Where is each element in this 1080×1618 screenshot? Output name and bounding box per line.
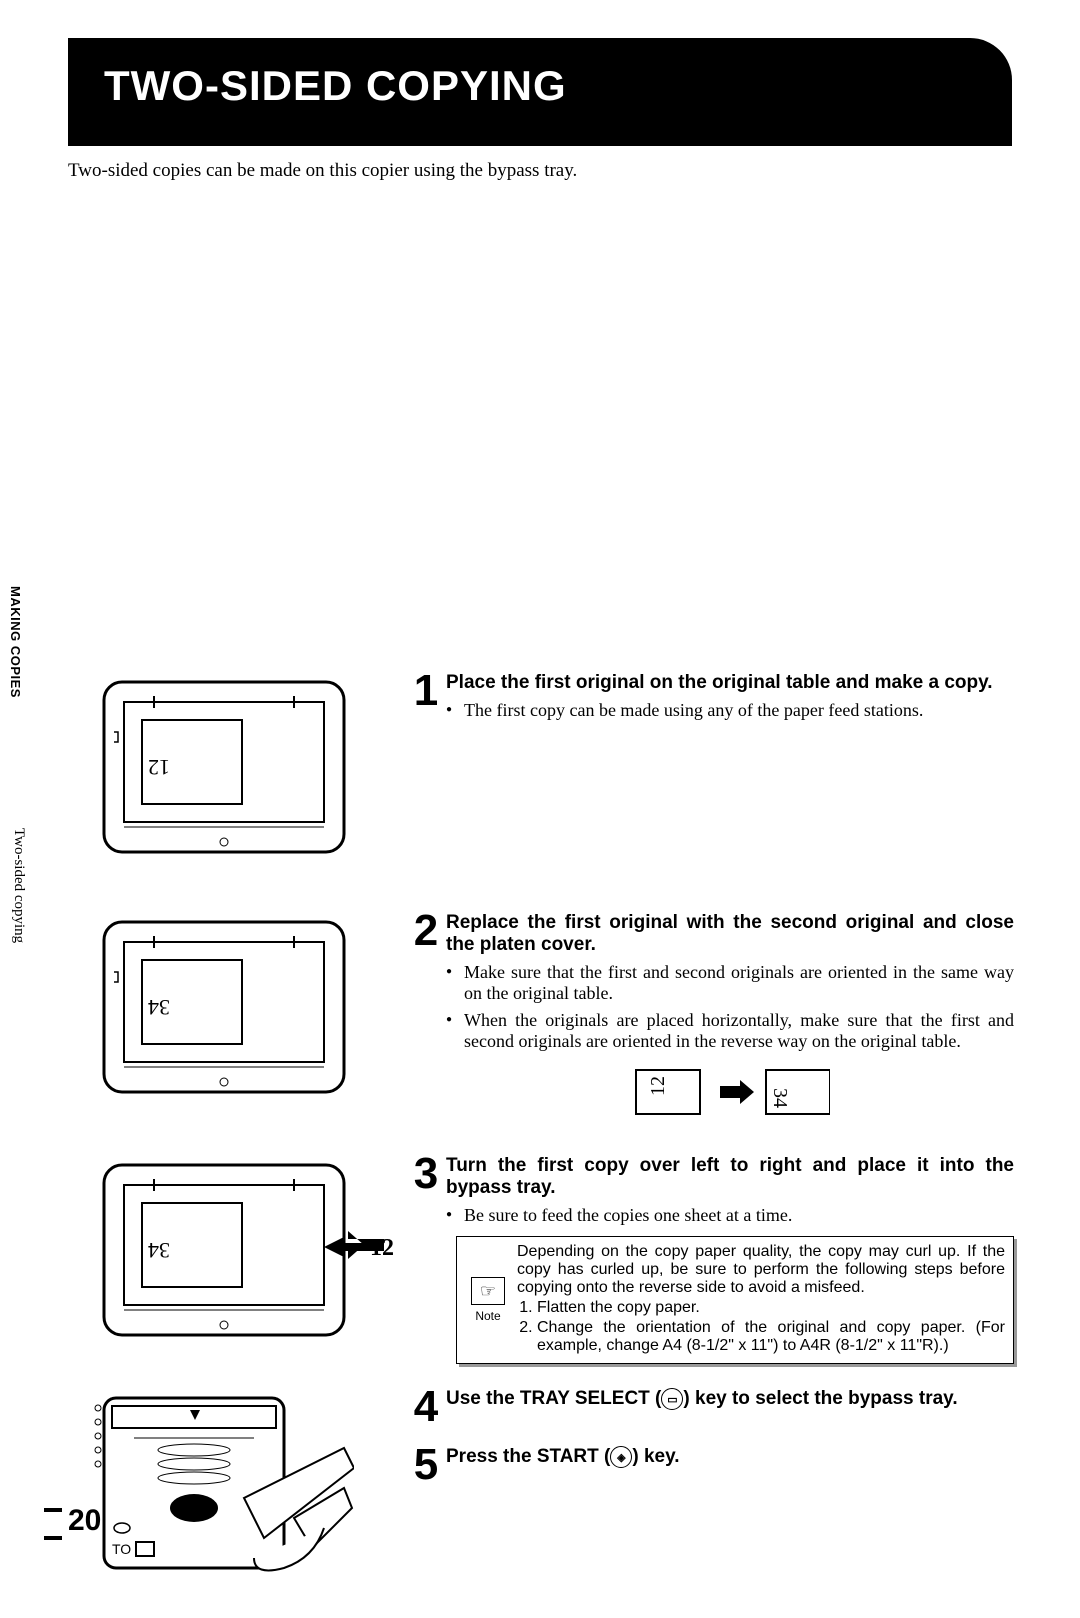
step-3-number: 3: [406, 1155, 446, 1378]
diagram-3: 34 12: [94, 1155, 394, 1378]
diagram-1-text: 12: [148, 755, 170, 780]
svg-text:34: 34: [769, 1088, 791, 1108]
svg-text:12: 12: [647, 1076, 669, 1096]
step-2-bullet-2: When the originals are placed horizontal…: [446, 1010, 1014, 1052]
page-title: TWO-SIDED COPYING: [104, 62, 982, 110]
step-3: 3 Turn the first copy over left to right…: [406, 1155, 1014, 1378]
note-label: Note: [475, 1309, 500, 1323]
page-number: 20: [68, 1504, 101, 1538]
step-1-number: 1: [406, 672, 446, 727]
step-2-bullet-1: Make sure that the first and second orig…: [446, 962, 1014, 1004]
diagram-4: TO: [94, 1388, 394, 1588]
orientation-diagram: 12 34: [446, 1064, 1014, 1125]
step-3-row: 34 12 3 Turn the first copy over left to…: [94, 1155, 1014, 1378]
step-5-number: 5: [406, 1446, 446, 1484]
svg-text:12: 12: [370, 1235, 394, 1261]
svg-text:34: 34: [148, 1238, 170, 1263]
bypass-tray-svg: TO: [94, 1388, 354, 1588]
step-4: 4 Use the TRAY SELECT (▭) key to select …: [406, 1388, 1014, 1426]
tray-select-key-icon: ▭: [661, 1388, 683, 1410]
note-hand-icon: ☞: [471, 1277, 505, 1305]
page-header: TWO-SIDED COPYING: [68, 38, 1012, 146]
note-intro: Depending on the copy paper quality, the…: [517, 1243, 1005, 1297]
note-item-2: Change the orientation of the original a…: [537, 1319, 1005, 1355]
diagram-1: 12: [94, 672, 394, 882]
step-3-title: Turn the first copy over left to right a…: [446, 1155, 1014, 1199]
diagram-2: 34: [94, 912, 394, 1125]
step-1-title: Place the first original on the original…: [446, 672, 1014, 694]
step-4-5-row: TO 4 Use the TRAY SELECT (▭): [94, 1388, 1014, 1588]
content-area: 12 1 Place the first original on the ori…: [94, 672, 1014, 1618]
step-1-row: 12 1 Place the first original on the ori…: [94, 672, 1014, 882]
step-5-title-b: ) key.: [632, 1446, 679, 1467]
step-3-bullet-1: Be sure to feed the copies one sheet at …: [446, 1205, 1014, 1226]
side-section-label: MAKING COPIES: [8, 586, 23, 698]
diagram-2-text: 34: [148, 995, 170, 1020]
step-4-number: 4: [406, 1388, 446, 1426]
step-2-row: 34 2 Replace the first original with the…: [94, 912, 1014, 1125]
step-2-title: Replace the first original with the seco…: [446, 912, 1014, 956]
intro-text: Two-sided copies can be made on this cop…: [68, 160, 1012, 182]
step-4-title: Use the TRAY SELECT (▭) key to select th…: [446, 1388, 1014, 1410]
step-5-title: Press the START (◈) key.: [446, 1446, 1014, 1468]
start-key-icon: ◈: [610, 1446, 632, 1468]
step-1: 1 Place the first original on the origin…: [406, 672, 1014, 727]
note-item-1: Flatten the copy paper.: [537, 1299, 1005, 1317]
step-2: 2 Replace the first original with the se…: [406, 912, 1014, 1125]
step-4-title-a: Use the TRAY SELECT (: [446, 1388, 661, 1409]
step-5-title-a: Press the START (: [446, 1446, 610, 1467]
copier-open-svg-3: 34 12: [94, 1155, 394, 1365]
side-subsection-label: Two-sided copying: [10, 828, 27, 943]
step-1-bullet-1: The first copy can be made using any of …: [446, 700, 1014, 721]
step-5: 5 Press the START (◈) key.: [406, 1446, 1014, 1484]
copier-open-svg-1: 12: [94, 672, 354, 882]
svg-text:TO: TO: [112, 1541, 131, 1557]
step-4-title-b: ) key to select the bypass tray.: [683, 1388, 957, 1409]
step-2-number: 2: [406, 912, 446, 1125]
copier-open-svg-2: 34: [94, 912, 354, 1122]
note-box: ☞ Note Depending on the copy paper quali…: [456, 1236, 1014, 1364]
